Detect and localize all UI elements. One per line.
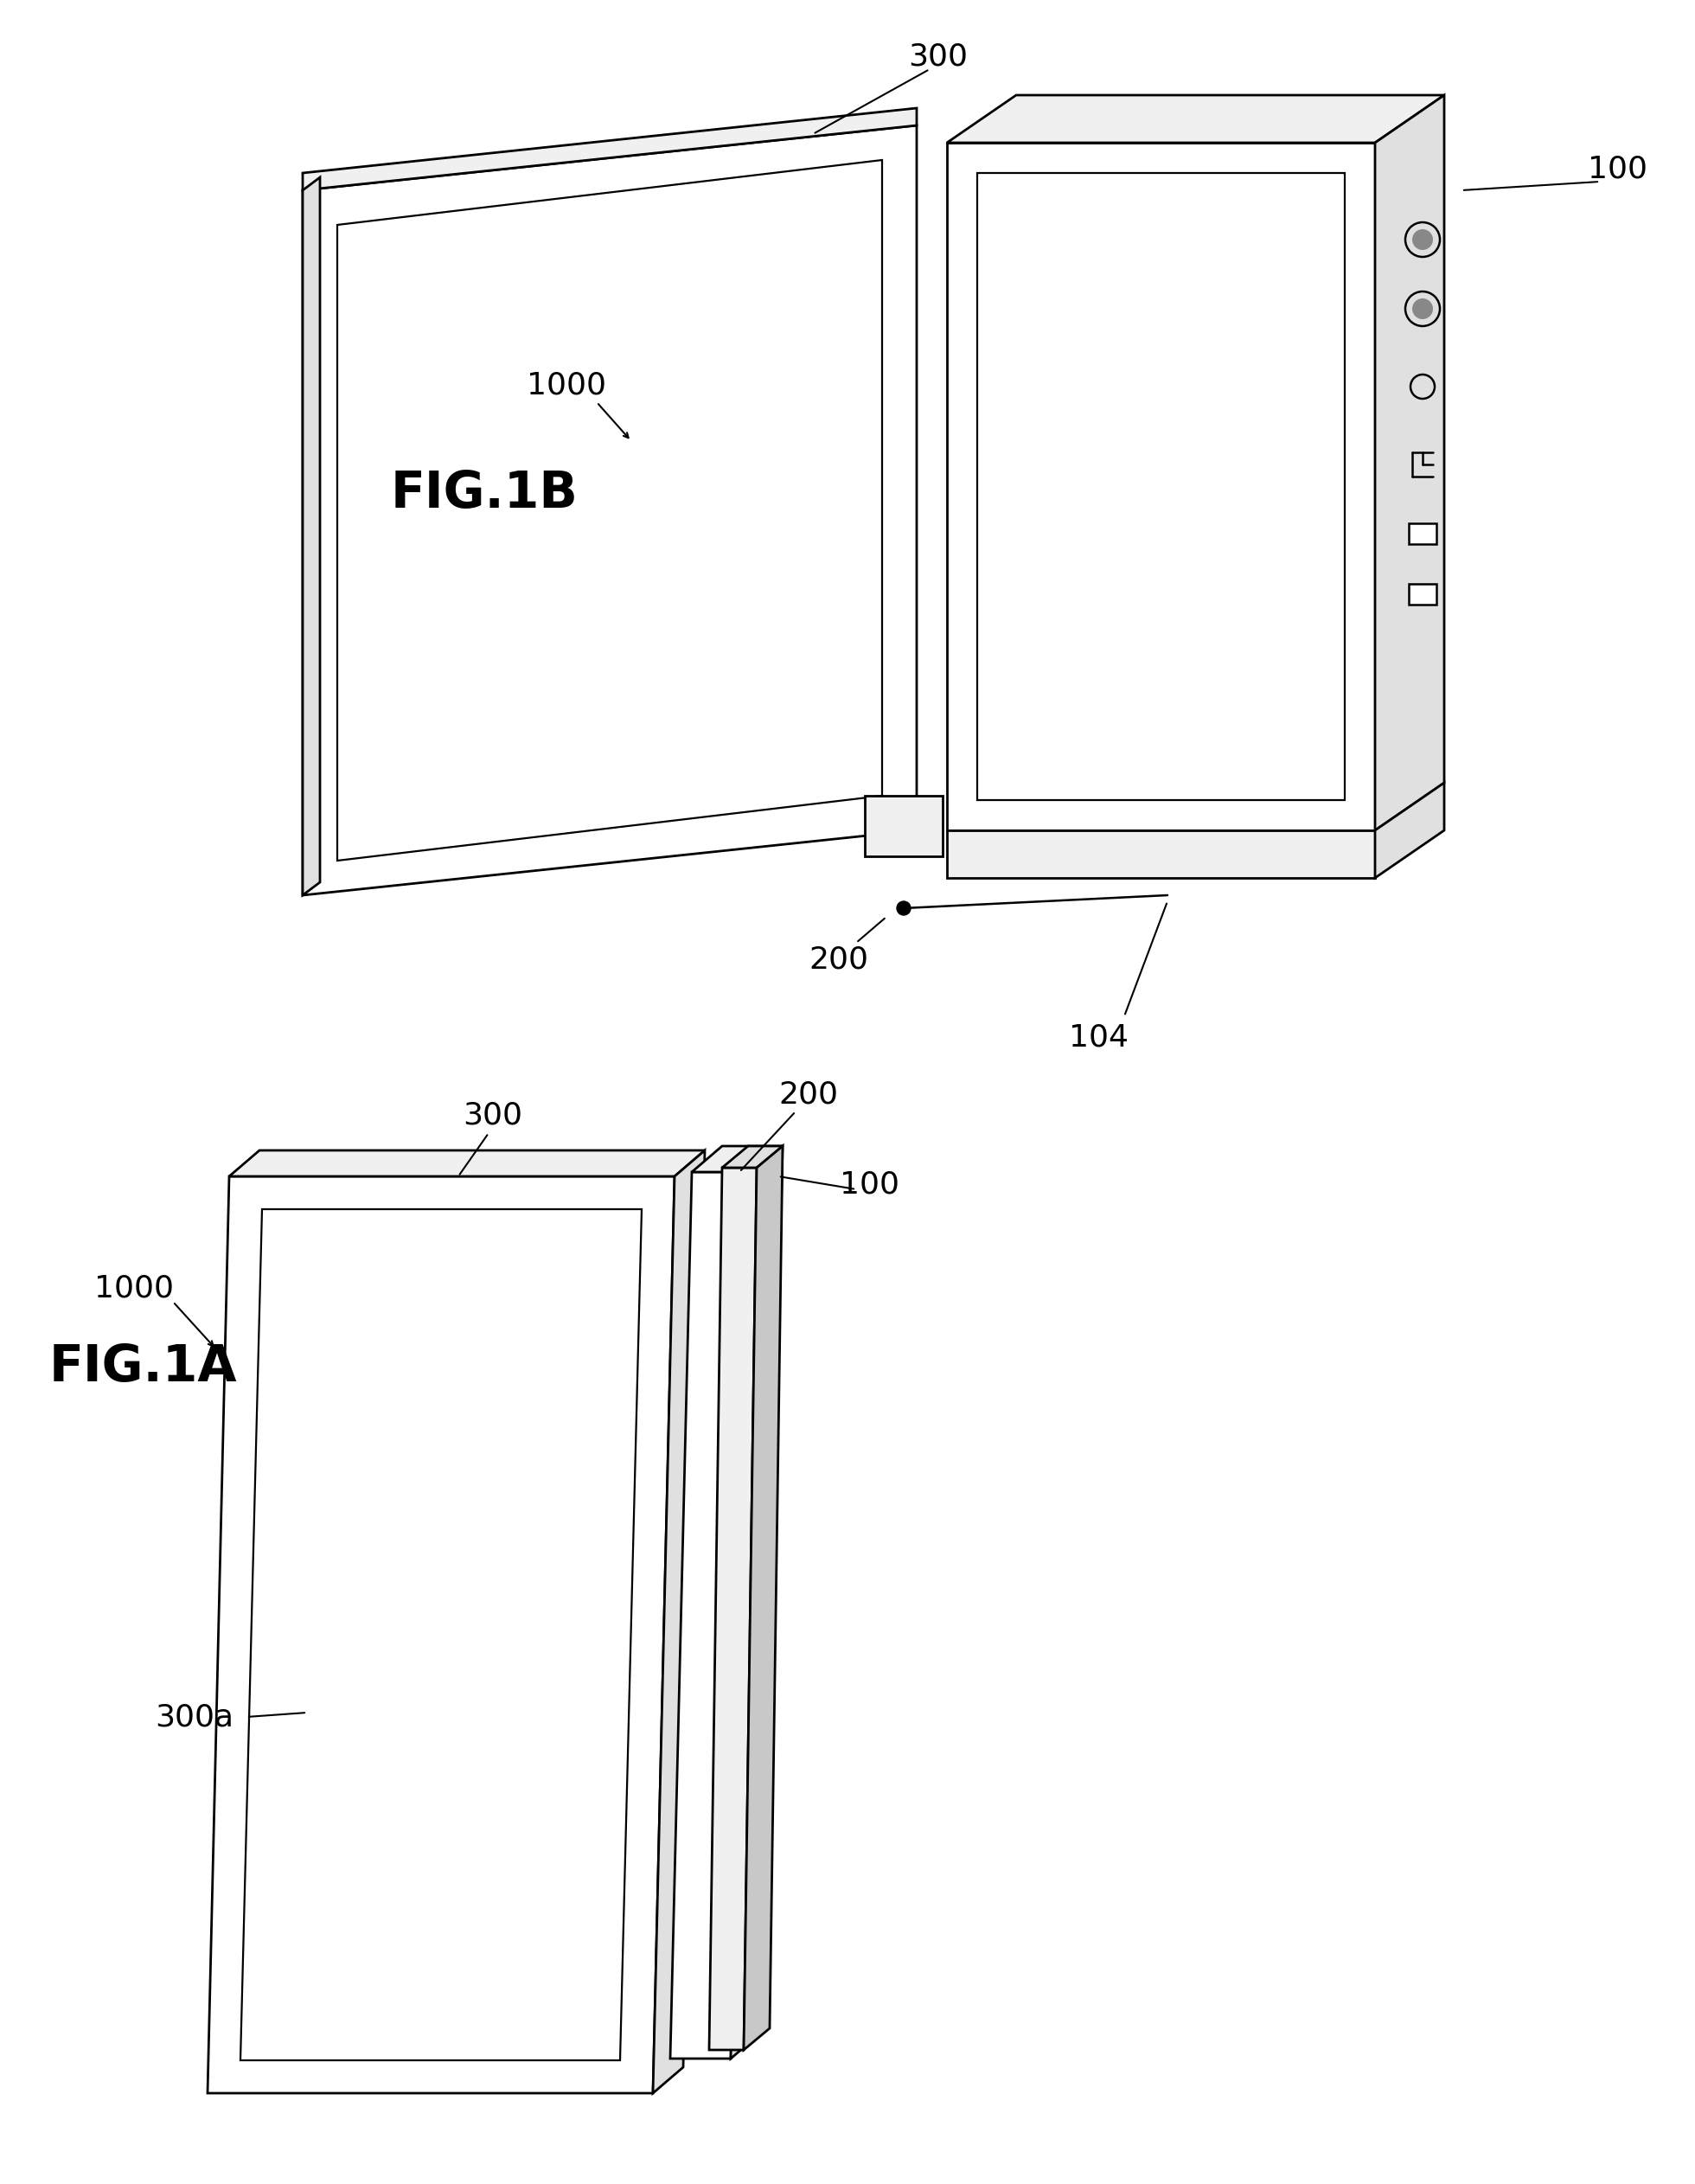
Bar: [1409, 583, 1436, 605]
Polygon shape: [948, 830, 1375, 878]
Polygon shape: [241, 1210, 642, 2060]
Polygon shape: [692, 1147, 783, 1173]
Polygon shape: [653, 1151, 705, 2092]
Polygon shape: [670, 1173, 753, 2060]
Text: 100: 100: [1587, 153, 1648, 183]
Polygon shape: [709, 1168, 756, 2051]
Polygon shape: [303, 124, 917, 895]
Polygon shape: [722, 1147, 783, 1168]
Bar: [1409, 524, 1436, 544]
Text: 100: 100: [839, 1171, 898, 1199]
Text: 1000: 1000: [527, 371, 607, 400]
Polygon shape: [864, 795, 942, 856]
Polygon shape: [303, 177, 320, 895]
Text: FIG.1A: FIG.1A: [49, 1341, 237, 1391]
Polygon shape: [978, 173, 1344, 799]
Text: 300: 300: [463, 1101, 522, 1131]
Polygon shape: [207, 1177, 675, 2092]
Text: 200: 200: [778, 1079, 839, 1109]
Circle shape: [1412, 229, 1432, 249]
Text: 300: 300: [909, 41, 968, 70]
Polygon shape: [337, 159, 881, 860]
Polygon shape: [744, 1147, 783, 2051]
Polygon shape: [303, 109, 917, 190]
Text: FIG.1B: FIG.1B: [390, 467, 578, 518]
Polygon shape: [229, 1151, 705, 1177]
Polygon shape: [948, 96, 1444, 142]
Polygon shape: [948, 142, 1375, 830]
Circle shape: [1412, 299, 1432, 319]
Text: 1000: 1000: [95, 1273, 175, 1304]
Text: 300a: 300a: [154, 1701, 234, 1732]
Text: 200: 200: [809, 946, 870, 974]
Circle shape: [897, 902, 910, 915]
Polygon shape: [1375, 96, 1444, 830]
Text: 104: 104: [1068, 1024, 1129, 1053]
Polygon shape: [731, 1147, 783, 2060]
Polygon shape: [1375, 782, 1444, 878]
